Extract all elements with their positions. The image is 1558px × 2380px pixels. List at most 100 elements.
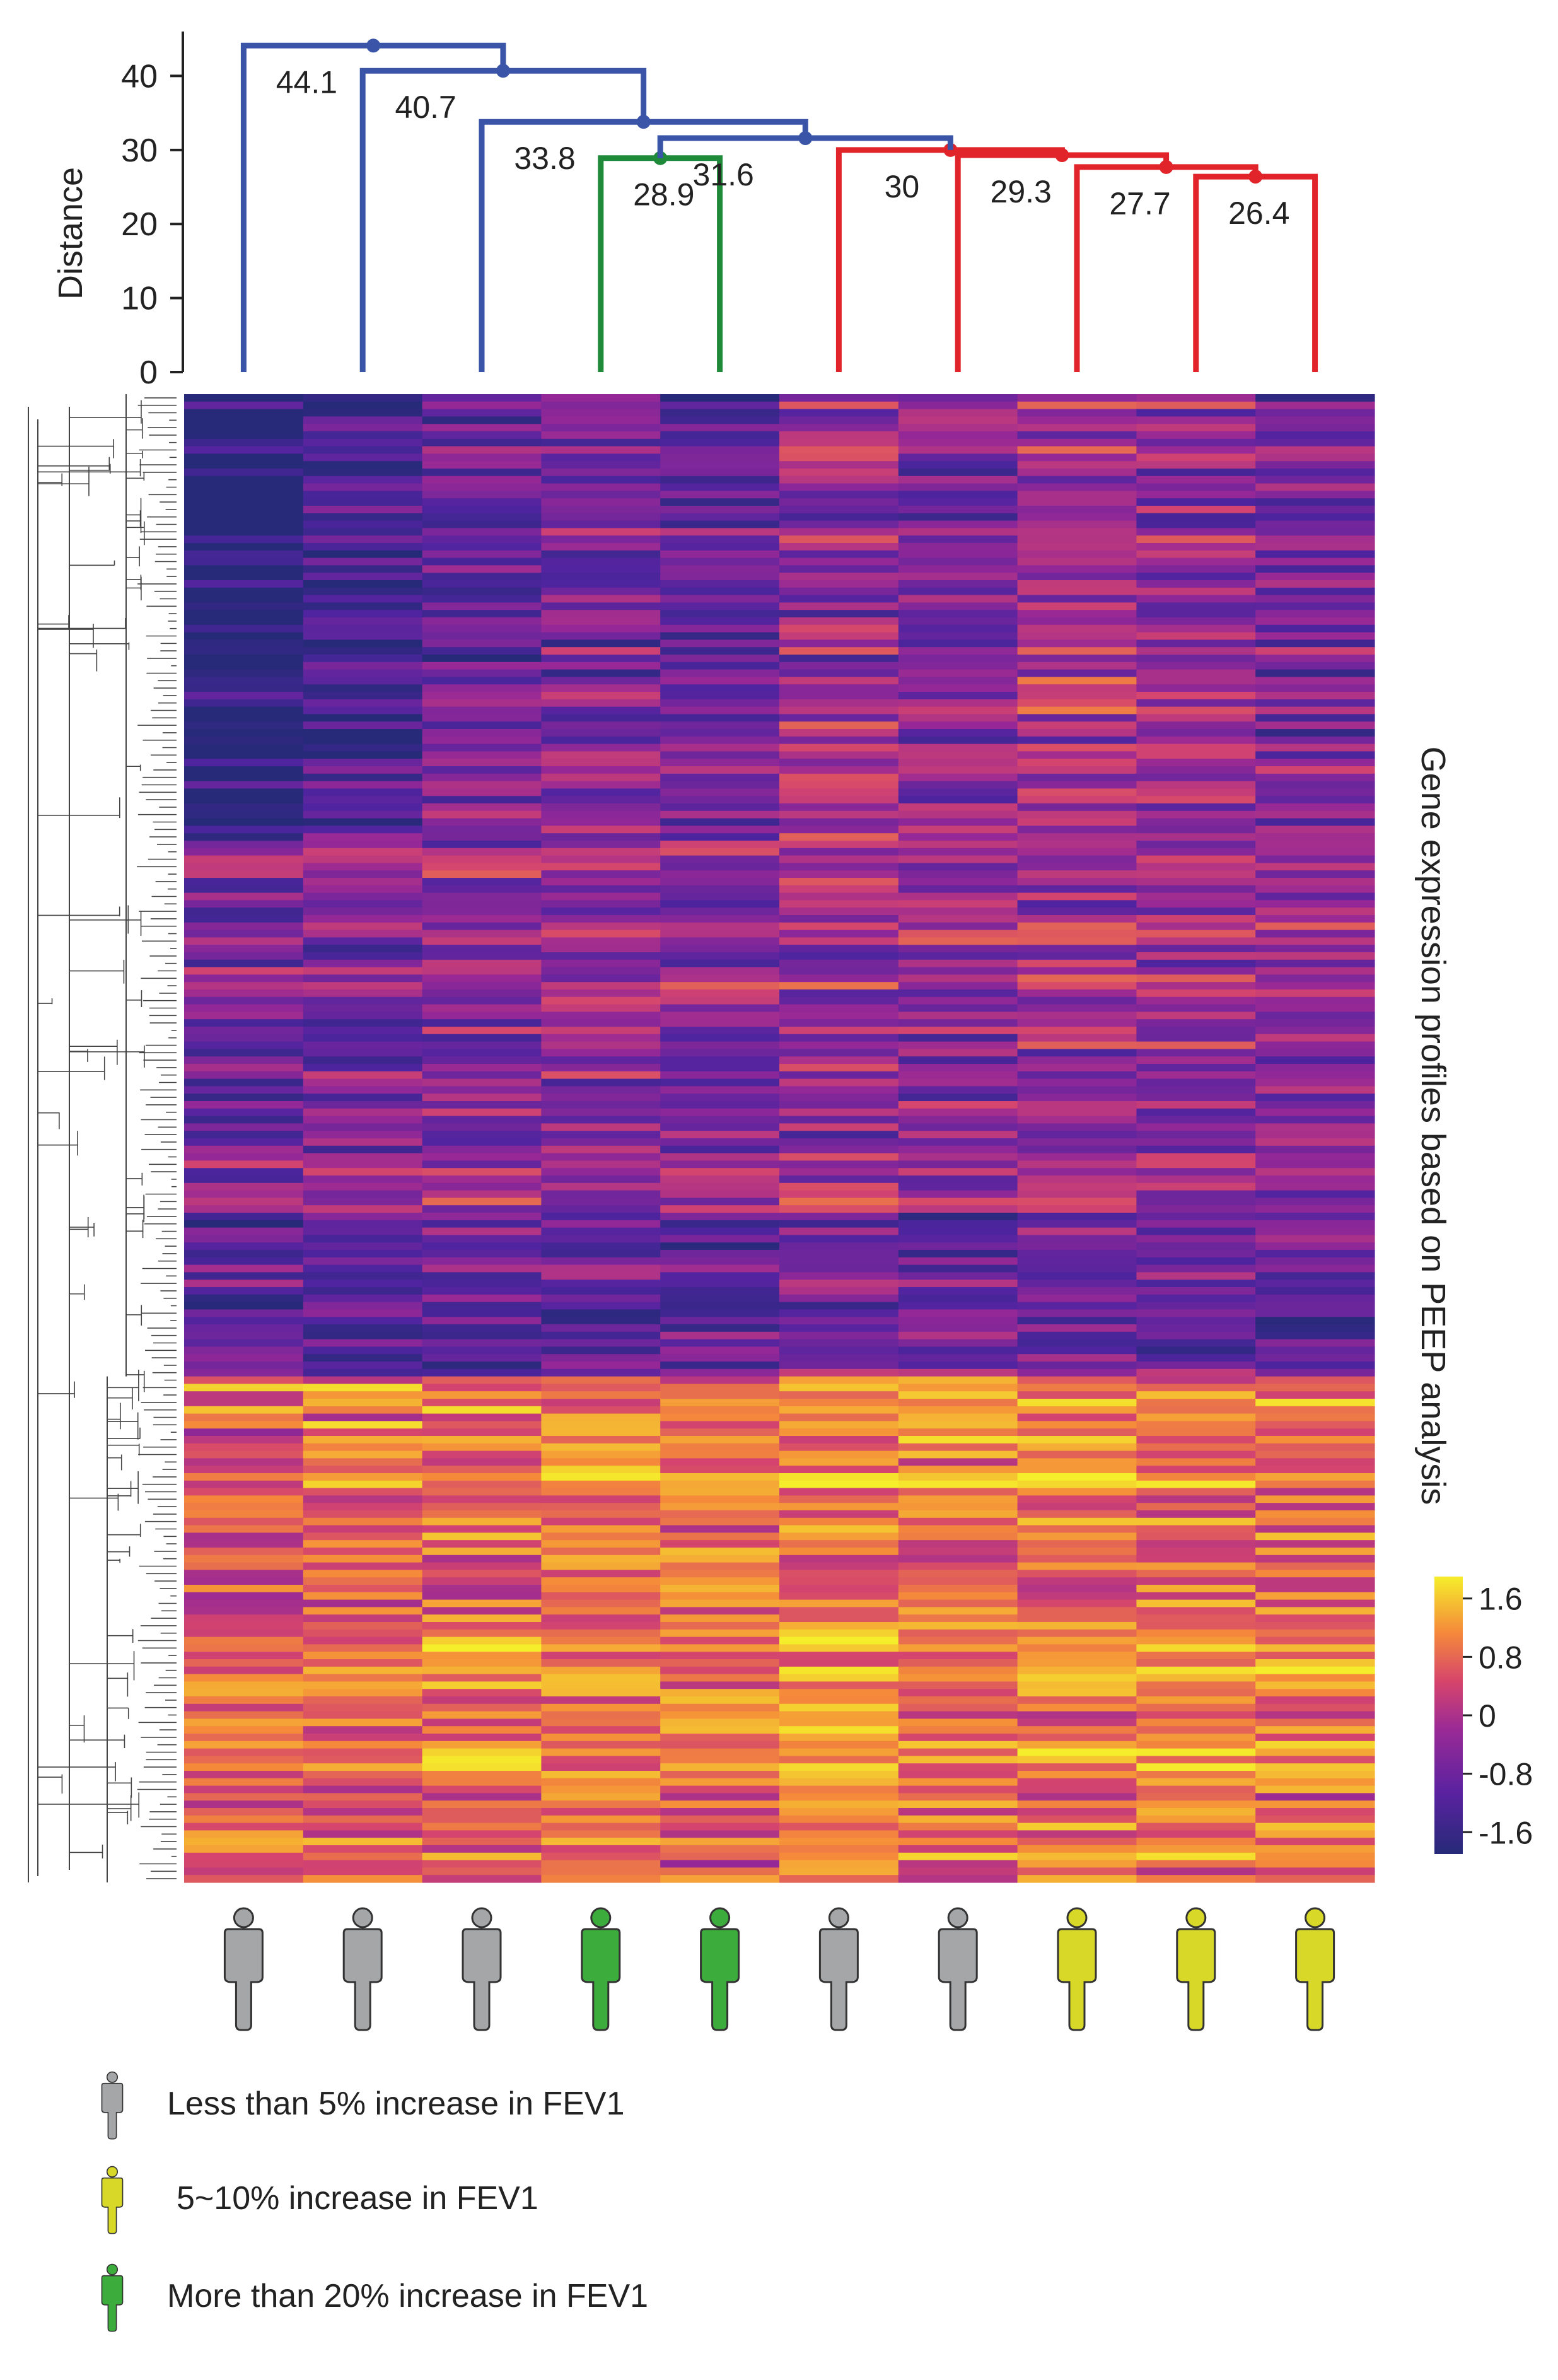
heatmap-cell	[660, 1257, 780, 1266]
heatmap-cell	[303, 543, 423, 551]
heatmap-cell	[1017, 1280, 1137, 1288]
heatmap-cell	[1136, 788, 1256, 796]
heatmap-cell	[303, 1027, 423, 1035]
heatmap-cell	[898, 1384, 1018, 1392]
person-icon-yellow	[1176, 1907, 1216, 2031]
heatmap-cell	[1136, 1190, 1256, 1198]
heatmap-cell	[1136, 1331, 1256, 1340]
heatmap-cell	[1255, 1362, 1375, 1370]
heatmap-cell	[660, 617, 780, 626]
heatmap-cell	[1017, 535, 1137, 544]
heatmap-cell	[541, 1101, 661, 1109]
person-icon-yellow	[1295, 1907, 1335, 2031]
heatmap-cell	[898, 394, 1018, 402]
heatmap-cell	[779, 639, 899, 648]
heatmap-cell	[660, 1205, 780, 1213]
heatmap-cell	[660, 1108, 780, 1117]
heatmap-cell	[1136, 1815, 1256, 1824]
heatmap-cell	[1255, 1198, 1375, 1206]
heatmap-cell	[1136, 1235, 1256, 1243]
heatmap-cell	[541, 766, 661, 774]
row-dendrogram	[28, 394, 177, 1882]
heatmap-cell	[184, 1703, 304, 1712]
heatmap-cell	[1017, 1748, 1137, 1756]
person-icon-gray	[938, 1907, 978, 2031]
heatmap-cell	[303, 1317, 423, 1325]
heatmap-cell	[1136, 1391, 1256, 1399]
heatmap-cell	[1017, 1540, 1137, 1548]
heatmap-cell	[1136, 1636, 1256, 1645]
heatmap-cell	[660, 1168, 780, 1176]
heatmap-cell	[541, 1450, 661, 1459]
heatmap-cell	[1136, 1458, 1256, 1466]
heatmap-cell	[1136, 751, 1256, 759]
heatmap-cell	[1017, 996, 1137, 1005]
heatmap-cell	[779, 535, 899, 544]
heatmap-cell	[184, 915, 304, 923]
heatmap-cell	[422, 1644, 542, 1652]
heatmap-cell	[1136, 662, 1256, 670]
heatmap-cell	[541, 520, 661, 528]
heatmap-cell	[541, 1548, 661, 1556]
heatmap-cell	[660, 1399, 780, 1407]
heatmap-cell	[660, 1748, 780, 1756]
heatmap-cell	[1017, 1525, 1137, 1533]
heatmap-cell	[1255, 1607, 1375, 1615]
heatmap-cell	[1136, 491, 1256, 499]
heatmap-cell	[184, 1071, 304, 1080]
heatmap-cell	[779, 1756, 899, 1764]
heatmap-cell	[779, 528, 899, 536]
heatmap-cell	[779, 1726, 899, 1734]
heatmap-cell	[422, 453, 542, 462]
heatmap-cell	[1255, 506, 1375, 514]
heatmap-cell	[1136, 1012, 1256, 1020]
heatmap-cell	[1017, 1800, 1137, 1809]
heatmap-cell	[303, 1421, 423, 1429]
heatmap-cell	[1255, 1123, 1375, 1131]
heatmap-cell	[541, 475, 661, 484]
heatmap-cell	[1255, 1145, 1375, 1154]
heatmap-cell	[541, 684, 661, 692]
heatmap-cell	[1255, 1034, 1375, 1042]
heatmap-cell	[660, 1771, 780, 1779]
heatmap-cell	[184, 766, 304, 774]
heatmap-cell	[184, 781, 304, 789]
heatmap-cell	[779, 781, 899, 789]
heatmap-cell	[1136, 945, 1256, 953]
heatmap-cell	[1255, 1488, 1375, 1496]
heatmap-cell	[541, 788, 661, 796]
heatmap-cell	[779, 1644, 899, 1652]
heatmap-cell	[303, 1324, 423, 1333]
heatmap-cell	[541, 1331, 661, 1340]
heatmap-cell	[779, 1555, 899, 1563]
heatmap-cell	[1017, 1428, 1137, 1437]
heatmap-cell	[184, 1599, 304, 1607]
heatmap-cell	[541, 550, 661, 559]
heatmap-cell	[303, 1666, 423, 1675]
heatmap-cell	[660, 1585, 780, 1593]
heatmap-cell	[898, 959, 1018, 968]
heatmap-cell	[184, 996, 304, 1005]
heatmap-cell	[184, 959, 304, 968]
heatmap-cell	[303, 655, 423, 663]
heatmap-cell	[422, 1145, 542, 1154]
heatmap-cell	[303, 1450, 423, 1459]
heatmap-cell	[1255, 662, 1375, 670]
heatmap-cell	[1017, 528, 1137, 536]
heatmap-cell	[1255, 677, 1375, 685]
heatmap-cell	[303, 513, 423, 522]
heatmap-cell	[1255, 1094, 1375, 1102]
heatmap-cell	[1255, 573, 1375, 581]
heatmap-cell	[1136, 453, 1256, 462]
heatmap-cell	[1255, 1399, 1375, 1407]
heatmap-cell	[422, 907, 542, 916]
heatmap-cell	[422, 930, 542, 938]
heatmap-cell	[1017, 1302, 1137, 1310]
heatmap-cell	[660, 848, 780, 856]
heatmap-cell	[422, 1689, 542, 1697]
heatmap-cell	[422, 1368, 542, 1377]
heatmap-cell	[303, 1756, 423, 1764]
heatmap-cell	[184, 1034, 304, 1042]
heatmap-cell	[898, 1123, 1018, 1131]
heatmap-cell	[422, 1540, 542, 1548]
